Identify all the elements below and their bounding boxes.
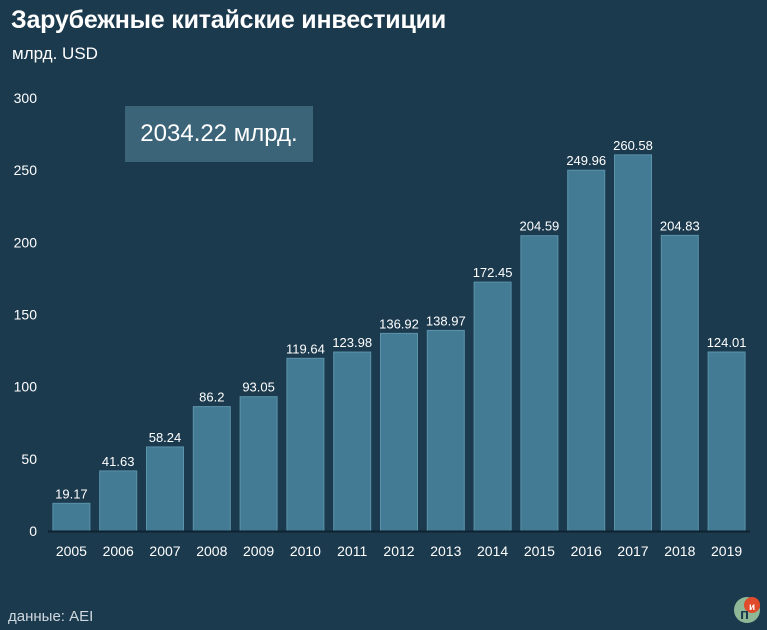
- x-tick-label: 2013: [430, 543, 461, 559]
- bar-value-label: 260.58: [613, 138, 653, 153]
- y-tick-label: 150: [14, 307, 38, 323]
- bar-value-label: 124.01: [707, 335, 747, 350]
- source-note: данные: AEI: [8, 608, 94, 625]
- x-tick-label: 2018: [664, 543, 695, 559]
- bar-value-label: 86.2: [199, 390, 224, 405]
- bar: [380, 332, 418, 532]
- bar: [520, 235, 559, 532]
- y-tick-label: 50: [21, 451, 37, 467]
- bar: [707, 351, 746, 532]
- bar: [473, 281, 512, 532]
- chart-subtitle: млрд. USD: [12, 44, 98, 63]
- publisher-logo-icon: п и: [734, 597, 760, 623]
- x-tick-label: 2016: [571, 543, 602, 559]
- bar-value-label: 249.96: [566, 153, 606, 168]
- svg-text:п: п: [740, 606, 749, 623]
- x-tick-label: 2008: [196, 543, 227, 559]
- x-tick-label: 2017: [617, 543, 648, 559]
- bar-value-label: 123.98: [332, 335, 372, 350]
- bar-value-label: 41.63: [102, 454, 135, 469]
- x-tick-label: 2015: [524, 543, 555, 559]
- bar: [192, 406, 231, 532]
- total-callout: 2034.22 млрд.: [125, 106, 313, 162]
- y-tick-label: 0: [29, 523, 37, 539]
- bar-value-label: 138.97: [426, 313, 466, 328]
- bar: [99, 470, 138, 532]
- bar: [614, 154, 652, 532]
- bar-value-label: 58.24: [149, 430, 182, 445]
- bar-value-label: 136.92: [379, 316, 419, 331]
- y-tick-label: 300: [14, 90, 38, 106]
- bar: [52, 502, 91, 532]
- bar-value-label: 93.05: [242, 380, 275, 395]
- x-tick-label: 2010: [290, 543, 321, 559]
- bar-value-label: 204.59: [520, 219, 560, 234]
- bar: [660, 234, 699, 532]
- bar: [426, 329, 465, 532]
- bar-value-label: 204.83: [660, 218, 700, 233]
- x-tick-label: 2012: [383, 543, 414, 559]
- chart-title: Зарубежные китайские инвестиции: [11, 6, 446, 34]
- x-tick-label: 2009: [243, 543, 274, 559]
- svg-text:и: и: [749, 602, 755, 613]
- bar: [286, 357, 325, 532]
- bar: [146, 446, 184, 532]
- x-tick-label: 2014: [477, 543, 508, 559]
- bar-value-label: 119.64: [286, 341, 325, 356]
- bar: [239, 396, 278, 532]
- bar-value-label: 172.45: [473, 265, 513, 280]
- x-tick-label: 2011: [337, 543, 367, 559]
- x-tick-label: 2019: [711, 543, 742, 559]
- y-tick-label: 200: [14, 234, 38, 250]
- x-tick-label: 2005: [56, 543, 87, 559]
- y-tick-label: 100: [14, 379, 38, 395]
- x-tick-label: 2007: [149, 543, 180, 559]
- bar-value-label: 19.17: [55, 486, 88, 501]
- x-tick-label: 2006: [103, 543, 134, 559]
- y-tick-label: 250: [14, 162, 38, 178]
- bar: [567, 169, 606, 532]
- bar: [333, 351, 372, 532]
